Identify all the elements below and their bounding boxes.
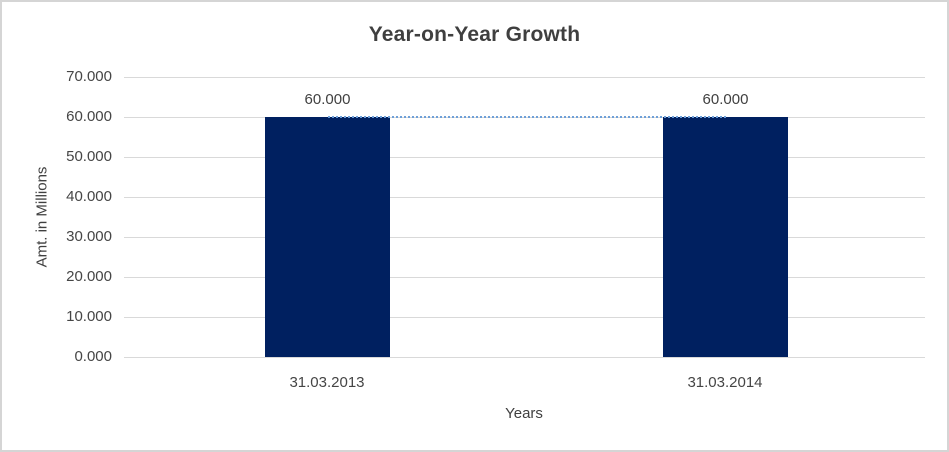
gridline (124, 157, 925, 158)
bar (265, 117, 390, 357)
y-axis-tick-label: 10.000 (66, 308, 112, 325)
bar (663, 117, 788, 357)
gridline (124, 197, 925, 198)
y-axis-tick-label: 40.000 (66, 188, 112, 205)
y-axis-tick-label: 50.000 (66, 148, 112, 165)
y-axis-tick-label: 20.000 (66, 268, 112, 285)
gridline (124, 357, 925, 358)
y-axis-tick-label: 0.000 (74, 348, 112, 365)
gridline (124, 317, 925, 318)
gridline (124, 77, 925, 78)
y-axis-tick-label: 70.000 (66, 68, 112, 85)
x-axis-title: Years (505, 405, 543, 422)
y-axis-tick-label: 60.000 (66, 108, 112, 125)
plot-area: 60.000 60.000 (124, 77, 925, 358)
bar-data-label: 60.000 (304, 91, 351, 108)
x-axis-tick-label: 31.03.2014 (687, 374, 763, 391)
chart-title: Year-on-Year Growth (368, 23, 581, 46)
gridline (124, 277, 925, 278)
bar-data-label: 60.000 (702, 91, 749, 108)
y-axis-tick-label: 30.000 (66, 228, 112, 245)
x-axis-tick-label: 31.03.2013 (289, 374, 365, 391)
trendline (328, 116, 726, 118)
gridline (124, 237, 925, 238)
y-axis-tick-labels: 70.000 60.000 50.000 40.000 30.000 20.00… (8, 67, 112, 368)
